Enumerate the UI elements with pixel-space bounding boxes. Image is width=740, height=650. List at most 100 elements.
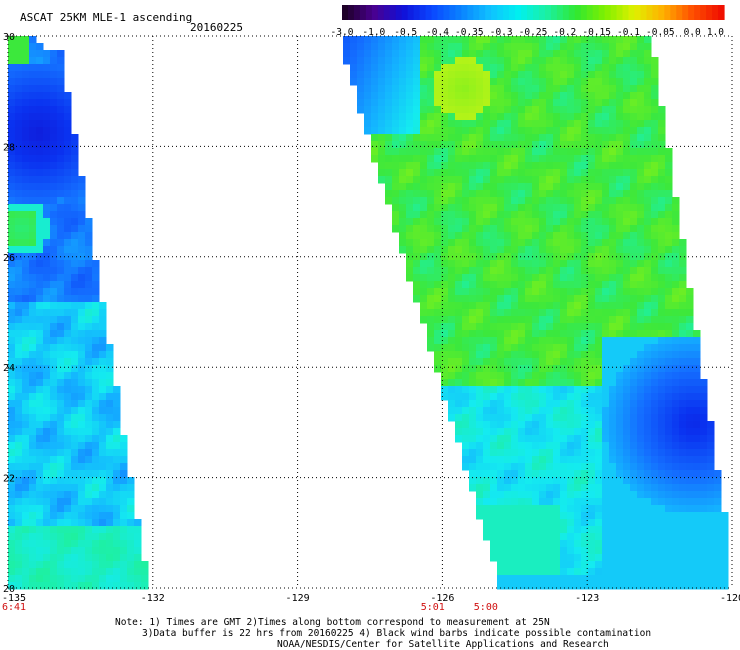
swath-cell [518, 218, 526, 226]
swath-cell [686, 561, 694, 569]
swath-cell [525, 547, 533, 555]
swath-cell [57, 92, 65, 100]
swath-cell [581, 386, 589, 394]
swath-cell [532, 85, 540, 93]
swath-cell [29, 120, 37, 128]
swath-cell [43, 281, 51, 289]
swath-cell [693, 533, 701, 541]
swath-cell [8, 351, 16, 359]
swath-cell [700, 470, 708, 478]
swath-cell [50, 225, 58, 233]
swath-cell [539, 463, 547, 471]
swath-cell [504, 302, 512, 310]
swath-cell [630, 540, 638, 548]
swath-cell [441, 64, 449, 72]
swath-cell [50, 183, 58, 191]
swath-cell [511, 120, 519, 128]
swath-cell [581, 295, 589, 303]
swath-cell [120, 512, 128, 520]
swath-cell [448, 120, 456, 128]
swath-cell [602, 344, 610, 352]
swath-cell [665, 491, 673, 499]
swath-cell [602, 78, 610, 86]
swath-cell [392, 127, 400, 135]
swath-cell [553, 302, 561, 310]
swath-cell [658, 323, 666, 331]
swath-cell [483, 309, 491, 317]
swath-cell [672, 484, 680, 492]
swath-cell [630, 421, 638, 429]
swath-cell [616, 540, 624, 548]
swath-cell [679, 274, 687, 282]
swath-cell [623, 295, 631, 303]
swath-cell [469, 155, 477, 163]
swath-cell [567, 540, 575, 548]
swath-cell [392, 120, 400, 128]
swath-cell [560, 274, 568, 282]
swath-cell [113, 407, 121, 415]
swath-cell [679, 533, 687, 541]
swath-cell [581, 225, 589, 233]
swath-cell [574, 386, 582, 394]
swath-cell [679, 498, 687, 506]
swath-cell [71, 365, 79, 373]
swath-cell [539, 239, 547, 247]
swath-cell [476, 435, 484, 443]
swath-cell [43, 554, 51, 562]
swath-cell [462, 155, 470, 163]
swath-cell [672, 316, 680, 324]
swath-cell [476, 372, 484, 380]
swath-cell [602, 50, 610, 58]
swath-cell [511, 225, 519, 233]
swath-cell [497, 141, 505, 149]
swath-cell [29, 64, 37, 72]
swath-cell [630, 512, 638, 520]
x-tick-label: -129 [286, 593, 310, 604]
swath-cell [588, 134, 596, 142]
swath-cell [511, 351, 519, 359]
swath-cell [700, 561, 708, 569]
swath-cell [616, 407, 624, 415]
swath-cell [658, 267, 666, 275]
swath-cell [658, 316, 666, 324]
swath-cell [672, 449, 680, 457]
swath-cell [672, 421, 680, 429]
swath-cell [504, 421, 512, 429]
swath-cell [357, 92, 365, 100]
swath-cell [8, 316, 16, 324]
swath-cell [637, 365, 645, 373]
swath-cell [539, 274, 547, 282]
swath-cell [448, 267, 456, 275]
swath-cell [15, 477, 23, 485]
swath-cell [406, 169, 414, 177]
swath-cell [57, 428, 65, 436]
swath-cell [560, 225, 568, 233]
swath-cell [560, 365, 568, 373]
swath-cell [665, 414, 673, 422]
swath-cell [476, 190, 484, 198]
swath-cell [518, 337, 526, 345]
swath-cell [420, 141, 428, 149]
swath-cell [57, 71, 65, 79]
swath-cell [616, 512, 624, 520]
swath-cell [399, 204, 407, 212]
swath-cell [581, 477, 589, 485]
swath-cell [609, 470, 617, 478]
swath-cell [539, 330, 547, 338]
swath-cell [469, 281, 477, 289]
swath-cell [462, 393, 470, 401]
swath-cell [78, 498, 86, 506]
swath-cell [406, 218, 414, 226]
swath-cell [406, 211, 414, 219]
swath-cell [511, 365, 519, 373]
swath-cell [588, 211, 596, 219]
swath-cell [50, 260, 58, 268]
swath-cell [623, 36, 631, 44]
swath-cell [15, 50, 23, 58]
swath-cell [637, 113, 645, 121]
swath-cell [651, 456, 659, 464]
swath-cell [15, 197, 23, 205]
swath-cell [448, 400, 456, 408]
swath-cell [511, 218, 519, 226]
swath-cell [595, 99, 603, 107]
